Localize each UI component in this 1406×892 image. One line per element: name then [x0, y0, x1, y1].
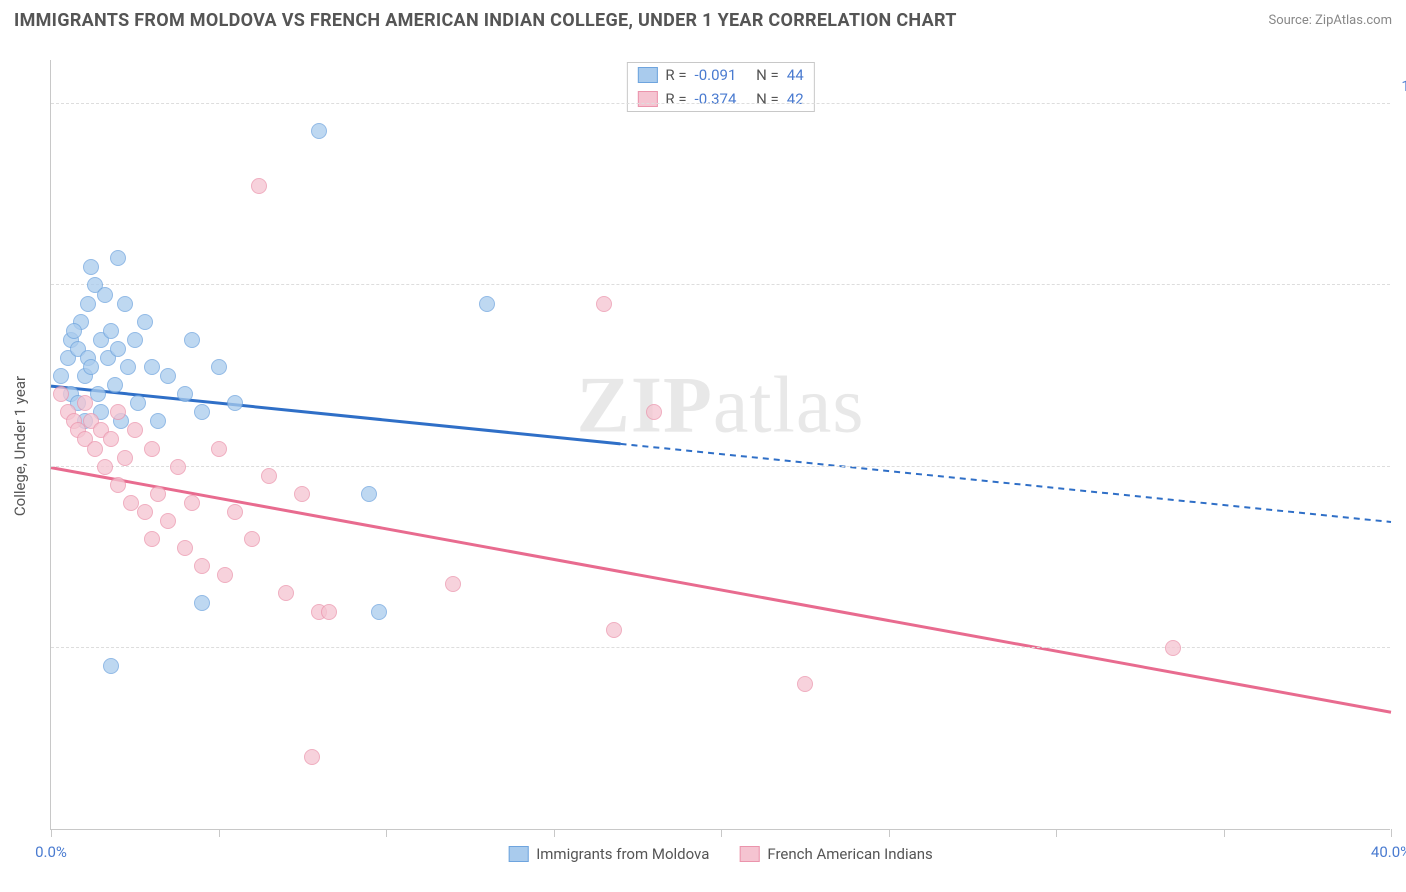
- scatter-point: [211, 359, 227, 375]
- legend-bottom: Immigrants from Moldova French American …: [508, 845, 933, 863]
- scatter-point: [150, 486, 166, 502]
- scatter-point: [103, 658, 119, 674]
- scatter-point: [194, 595, 210, 611]
- legend-bottom-swatch-2: [739, 846, 759, 862]
- scatter-point: [144, 441, 160, 457]
- scatter-point: [103, 323, 119, 339]
- scatter-point: [170, 459, 186, 475]
- scatter-point: [244, 531, 260, 547]
- chart-title: IMMIGRANTS FROM MOLDOVA VS FRENCH AMERIC…: [14, 10, 957, 31]
- scatter-point: [90, 386, 106, 402]
- x-tick: [219, 829, 220, 837]
- scatter-point: [184, 332, 200, 348]
- scatter-point: [120, 359, 136, 375]
- gridline: [51, 647, 1390, 648]
- x-tick: [889, 829, 890, 837]
- scatter-point: [66, 323, 82, 339]
- scatter-point: [194, 558, 210, 574]
- scatter-plot-area: ZIPatlas R = -0.091 N = 44 R = -0.374 N …: [50, 60, 1390, 830]
- scatter-point: [160, 368, 176, 384]
- legend-bottom-label-1: Immigrants from Moldova: [536, 845, 709, 863]
- scatter-point: [110, 404, 126, 420]
- scatter-point: [110, 341, 126, 357]
- x-tick: [721, 829, 722, 837]
- scatter-point: [211, 441, 227, 457]
- y-tick-label: 100.0%: [1401, 77, 1406, 95]
- scatter-point: [80, 296, 96, 312]
- scatter-point: [646, 404, 662, 420]
- scatter-point: [97, 287, 113, 303]
- scatter-point: [251, 178, 267, 194]
- scatter-point: [227, 395, 243, 411]
- scatter-point: [83, 359, 99, 375]
- scatter-point: [184, 495, 200, 511]
- x-tick-label: 40.0%: [1371, 843, 1406, 861]
- x-tick: [386, 829, 387, 837]
- scatter-point: [110, 250, 126, 266]
- trend-line-solid: [51, 468, 1391, 713]
- scatter-point: [160, 513, 176, 529]
- scatter-point: [137, 314, 153, 330]
- scatter-point: [97, 459, 113, 475]
- scatter-point: [103, 431, 119, 447]
- gridline: [51, 103, 1390, 104]
- scatter-point: [130, 395, 146, 411]
- x-tick: [1391, 829, 1392, 837]
- scatter-point: [177, 386, 193, 402]
- scatter-point: [479, 296, 495, 312]
- scatter-point: [606, 622, 622, 638]
- x-tick: [554, 829, 555, 837]
- trend-line-dashed: [621, 444, 1392, 522]
- x-tick-label: 0.0%: [35, 843, 67, 861]
- scatter-point: [107, 377, 123, 393]
- scatter-point: [1165, 640, 1181, 656]
- scatter-point: [87, 441, 103, 457]
- scatter-point: [321, 604, 337, 620]
- scatter-point: [53, 386, 69, 402]
- scatter-point: [117, 450, 133, 466]
- legend-bottom-label-2: French American Indians: [767, 845, 932, 863]
- legend-item-series-2: French American Indians: [739, 845, 932, 863]
- legend-item-series-1: Immigrants from Moldova: [508, 845, 709, 863]
- scatter-point: [797, 676, 813, 692]
- scatter-point: [278, 585, 294, 601]
- title-bar: IMMIGRANTS FROM MOLDOVA VS FRENCH AMERIC…: [0, 0, 1406, 37]
- scatter-point: [177, 540, 193, 556]
- scatter-point: [294, 486, 310, 502]
- trend-lines-svg: [51, 60, 1391, 830]
- scatter-point: [596, 296, 612, 312]
- scatter-point: [144, 531, 160, 547]
- source-label: Source: ZipAtlas.com: [1268, 13, 1392, 28]
- scatter-point: [77, 395, 93, 411]
- scatter-point: [127, 332, 143, 348]
- x-tick: [1224, 829, 1225, 837]
- scatter-point: [144, 359, 160, 375]
- scatter-point: [261, 468, 277, 484]
- scatter-point: [53, 368, 69, 384]
- scatter-point: [311, 123, 327, 139]
- scatter-point: [110, 477, 126, 493]
- scatter-point: [83, 259, 99, 275]
- scatter-point: [127, 422, 143, 438]
- scatter-point: [117, 296, 133, 312]
- scatter-point: [304, 749, 320, 765]
- scatter-point: [150, 413, 166, 429]
- y-axis-title: College, Under 1 year: [11, 376, 29, 516]
- legend-bottom-swatch-1: [508, 846, 528, 862]
- scatter-point: [445, 576, 461, 592]
- scatter-point: [371, 604, 387, 620]
- gridline: [51, 284, 1390, 285]
- scatter-point: [217, 567, 233, 583]
- scatter-point: [361, 486, 377, 502]
- scatter-point: [137, 504, 153, 520]
- gridline: [51, 466, 1390, 467]
- x-tick: [1056, 829, 1057, 837]
- x-tick: [51, 829, 52, 837]
- scatter-point: [194, 404, 210, 420]
- scatter-point: [227, 504, 243, 520]
